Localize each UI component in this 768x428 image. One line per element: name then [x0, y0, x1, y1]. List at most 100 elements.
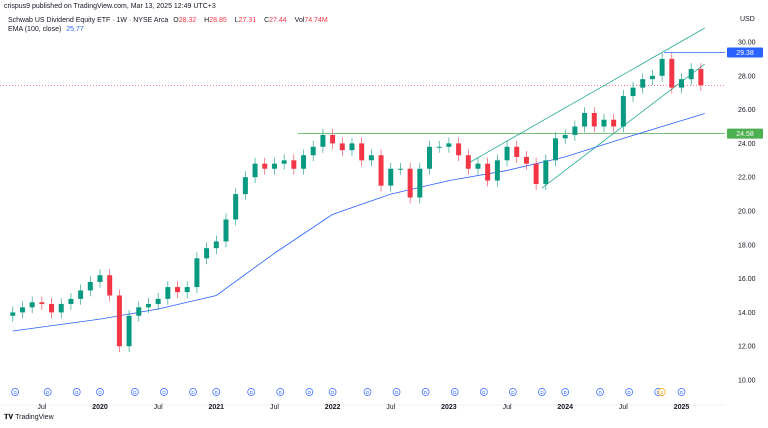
x-tick-label: 2021 [209, 404, 225, 411]
candle-body [204, 248, 210, 259]
candle-body [649, 75, 655, 80]
candle-body [78, 290, 84, 299]
candle-body [301, 155, 307, 169]
x-tick-label: 2020 [92, 404, 108, 411]
ema-line [12, 113, 705, 332]
candle-body [262, 163, 268, 169]
candle-body [688, 69, 694, 80]
y-tick-label: 16.00 [738, 276, 756, 283]
candle-body [436, 146, 442, 148]
volume-value: 74.74M [304, 17, 328, 24]
dividend-marker-icon [596, 388, 604, 396]
candle-body [184, 287, 190, 293]
dividend-marker-icon [72, 388, 81, 396]
dividend-marker-letter: D [680, 390, 684, 395]
y-tick-label: 26.00 [738, 107, 756, 114]
candle-body [310, 146, 316, 156]
candle-body [407, 168, 413, 198]
split-marker-letter: S [660, 390, 663, 395]
dividend-marker-icon [561, 388, 570, 396]
x-tick-label: 2023 [441, 404, 457, 411]
candle-body [553, 138, 559, 161]
candle-body [223, 219, 229, 242]
candle-body [620, 96, 626, 127]
candle-body [281, 160, 287, 164]
currency-label: USD [740, 16, 755, 23]
low-value: 27.31 [238, 17, 257, 24]
y-tick-label: 12.00 [738, 344, 756, 351]
candle-body [669, 58, 675, 88]
candle-body [116, 295, 122, 347]
y-tick-label: 28.00 [738, 73, 756, 80]
high-label: H [204, 17, 210, 24]
high-value: 28.85 [209, 17, 227, 24]
low-label: L [234, 17, 239, 24]
candle-body [572, 126, 578, 135]
candle-body [330, 134, 336, 144]
candle-body [514, 146, 520, 157]
split-marker-icon [657, 388, 666, 396]
candle-body [601, 119, 607, 127]
dividend-marker-icon [43, 388, 52, 396]
dividend-marker-icon [11, 388, 19, 396]
x-tick-label: Jul [270, 404, 279, 411]
candle-body [136, 307, 142, 316]
candle-body [397, 168, 403, 170]
candle-body [233, 194, 239, 220]
candle-body [349, 143, 355, 151]
candle-body [698, 69, 704, 86]
candle-body [582, 112, 588, 127]
ema-label[interactable]: EMA (100, close) [8, 26, 62, 33]
x-tick-label: 2024 [557, 404, 573, 411]
support-price-label: 24.58 [736, 131, 754, 138]
y-tick-label: 14.00 [738, 310, 756, 317]
dividend-marker-letter: D [250, 390, 254, 395]
dividend-marker-icon [212, 388, 221, 396]
candle-body [107, 275, 113, 296]
dividend-marker-letter: D [215, 390, 219, 395]
symbol-title[interactable]: Schwab US Dividend Equity ETF · 1W · NYS… [8, 17, 169, 24]
candle-body [175, 287, 181, 293]
candle-body [456, 143, 462, 156]
open-value: 28.32 [178, 17, 197, 24]
support-price-badge [727, 128, 763, 139]
y-tick-label: 10.00 [738, 378, 756, 385]
candle-body [679, 79, 684, 88]
dividend-marker-letter: D [191, 390, 195, 395]
candle-body [543, 160, 549, 184]
candle-body [291, 160, 297, 169]
dividend-marker-letter: D [511, 390, 515, 395]
dividend-marker-letter: D [453, 390, 457, 395]
dividend-marker-letter: D [424, 390, 428, 395]
dividend-marker-letter: D [540, 390, 544, 395]
dividend-marker-icon [450, 388, 459, 396]
candle-body [87, 281, 93, 291]
candle-body [446, 143, 452, 147]
tradingview-logo: 𝐓𝐕 TradingView [4, 414, 54, 421]
candle-body [465, 155, 471, 169]
dividend-marker-icon [421, 388, 430, 396]
chart-legend: Schwab US Dividend Equity ETF · 1W · NYS… [8, 16, 334, 34]
dividend-marker-letter: D [395, 390, 399, 395]
resistance-price-label: 29.38 [736, 50, 754, 57]
candle-body [252, 163, 258, 178]
candle-body [339, 143, 345, 151]
dividend-marker-letter: D [366, 390, 370, 395]
candle-body [194, 258, 200, 288]
candle-body [58, 303, 64, 313]
candle-body [475, 163, 481, 169]
candle-body [49, 303, 55, 313]
x-tick-label: Jul [503, 404, 512, 411]
ema-value: 25.77 [66, 26, 84, 33]
candle-body [68, 298, 74, 304]
y-tick-label: 18.00 [738, 242, 756, 249]
candle-body [242, 177, 248, 195]
candle-body [165, 287, 171, 299]
candle-body [523, 156, 529, 164]
x-tick-label: Jul [154, 404, 163, 411]
dividend-marker-icon [677, 388, 686, 396]
candle-body [659, 58, 665, 76]
candle-body [533, 163, 539, 184]
x-tick-label: Jul [37, 404, 46, 411]
